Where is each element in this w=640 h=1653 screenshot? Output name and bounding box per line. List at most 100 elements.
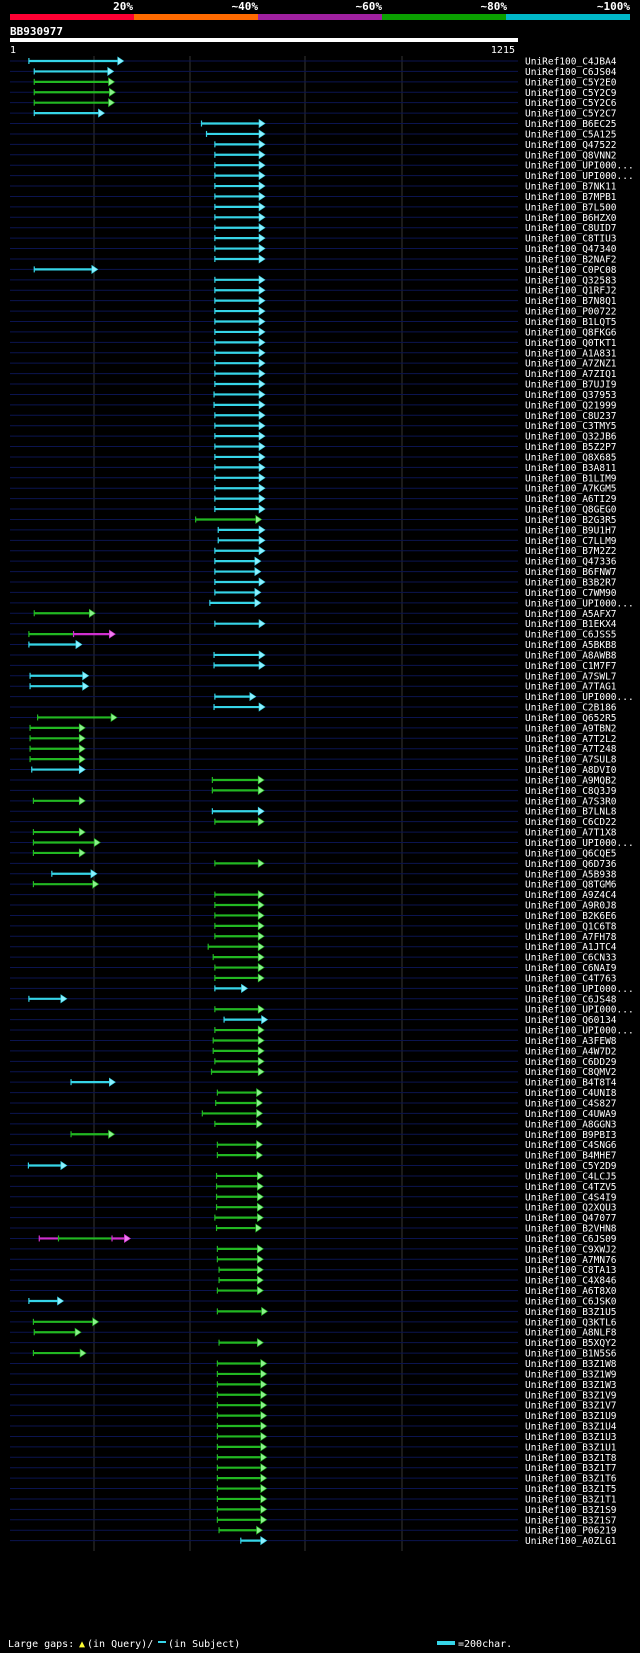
hit-name-link[interactable]: UniRef100_B9PBI3 [525,1130,617,1141]
hit-name-link[interactable]: UniRef100_Q47340 [525,244,617,255]
hit-name-link[interactable]: UniRef100_B4T8T4 [525,1078,617,1089]
hit-name-link[interactable]: UniRef100_Q32JB6 [525,432,617,443]
hit-name-link[interactable]: UniRef100_B3Z1S9 [525,1505,617,1516]
hit-name-link[interactable]: UniRef100_B3Z1S7 [525,1515,617,1526]
hit-name-link[interactable]: UniRef100_A7T1X8 [525,828,617,839]
hit-name-link[interactable]: UniRef100_A5B938 [525,869,617,880]
hit-name-link[interactable]: UniRef100_Q6D736 [525,859,617,870]
hit-name-link[interactable]: UniRef100_Q1C6T8 [525,921,617,932]
hit-name-link[interactable]: UniRef100_C4TZV5 [525,1182,617,1193]
hit-name-link[interactable]: UniRef100_A9Z4C4 [525,890,617,901]
hit-name-link[interactable]: UniRef100_C8UID7 [525,223,617,234]
hit-name-link[interactable]: UniRef100_Q6CQE5 [525,848,617,859]
hit-name-link[interactable]: UniRef100_B3Z1U1 [525,1442,617,1453]
hit-name-link[interactable]: UniRef100_Q60134 [525,1015,617,1026]
hit-name-link[interactable]: UniRef100_UPI000... [525,1005,634,1016]
hit-name-link[interactable]: UniRef100_C6DD29 [525,1057,617,1068]
hit-name-link[interactable]: UniRef100_Q8GEG0 [525,505,617,516]
hit-name-link[interactable]: UniRef100_C6NAI9 [525,963,617,974]
hit-name-link[interactable]: UniRef100_A7SWL7 [525,671,617,682]
hit-name-link[interactable]: UniRef100_B1N5S6 [525,1349,617,1360]
hit-name-link[interactable]: UniRef100_B5Z2P7 [525,442,617,453]
hit-name-link[interactable]: UniRef100_A5BKB8 [525,640,617,651]
hit-name-link[interactable]: UniRef100_B3Z1T1 [525,1494,617,1505]
hit-name-link[interactable]: UniRef100_Q47336 [525,557,617,568]
hit-name-link[interactable]: UniRef100_B4MHE7 [525,1151,617,1162]
hit-name-link[interactable]: UniRef100_C6JSS5 [525,630,617,641]
hit-name-link[interactable]: UniRef100_B7UJI9 [525,380,617,391]
hit-name-link[interactable]: UniRef100_A8NLF8 [525,1328,617,1339]
hit-name-link[interactable]: UniRef100_A7ZNZ1 [525,359,617,370]
hit-name-link[interactable]: UniRef100_Q37953 [525,390,617,401]
hit-name-link[interactable]: UniRef100_B3Z1T8 [525,1453,617,1464]
hit-name-link[interactable]: UniRef100_C6CD22 [525,817,617,828]
hit-name-link[interactable]: UniRef100_C7LLM9 [525,536,617,547]
hit-name-link[interactable]: UniRef100_B7N8Q1 [525,296,617,307]
hit-name-link[interactable]: UniRef100_Q3KTL6 [525,1317,617,1328]
hit-name-link[interactable]: UniRef100_UPI000... [525,598,634,609]
hit-name-link[interactable]: UniRef100_P00722 [525,307,617,318]
hit-name-link[interactable]: UniRef100_C9XWJ2 [525,1244,617,1255]
hit-name-link[interactable]: UniRef100_Q32583 [525,275,617,286]
hit-name-link[interactable]: UniRef100_B3Z1V9 [525,1390,617,1401]
hit-name-link[interactable]: UniRef100_C6JS04 [525,67,617,78]
hit-name-link[interactable]: UniRef100_B6HZX0 [525,213,617,224]
hit-name-link[interactable]: UniRef100_B3Z1T7 [525,1463,617,1474]
hit-name-link[interactable]: UniRef100_B6EC25 [525,119,617,130]
hit-name-link[interactable]: UniRef100_A8DVI0 [525,765,617,776]
hit-name-link[interactable]: UniRef100_C4UNI8 [525,1088,617,1099]
hit-name-link[interactable]: UniRef100_A8AWB8 [525,650,617,661]
hit-name-link[interactable]: UniRef100_UPI000... [525,838,634,849]
hit-name-link[interactable]: UniRef100_UPI000... [525,984,634,995]
hit-name-link[interactable]: UniRef100_C8Q3J9 [525,786,617,797]
hit-name-link[interactable]: UniRef100_A7SUL8 [525,755,617,766]
hit-name-link[interactable]: UniRef100_A6TI29 [525,494,617,505]
hit-name-link[interactable]: UniRef100_Q47077 [525,1213,617,1224]
hit-name-link[interactable]: UniRef100_C5Y2C9 [525,88,617,99]
hit-name-link[interactable]: UniRef100_Q47522 [525,140,617,151]
hit-name-link[interactable]: UniRef100_C8TIU3 [525,234,617,245]
hit-name-link[interactable]: UniRef100_A0ZLG1 [525,1536,617,1547]
hit-name-link[interactable]: UniRef100_A9MQB2 [525,775,617,786]
hit-name-link[interactable]: UniRef100_B7LNL8 [525,807,617,818]
hit-name-link[interactable]: UniRef100_Q8FKG6 [525,327,617,338]
hit-name-link[interactable]: UniRef100_A9R0J8 [525,901,617,912]
hit-name-link[interactable]: UniRef100_B6FNW7 [525,567,617,578]
hit-name-link[interactable]: UniRef100_C4T763 [525,973,617,984]
hit-name-link[interactable]: UniRef100_A7S3R0 [525,796,617,807]
hit-name-link[interactable]: UniRef100_C4S4I9 [525,1192,617,1203]
hit-name-link[interactable]: UniRef100_C4S827 [525,1099,617,1110]
hit-name-link[interactable]: UniRef100_A7T248 [525,744,617,755]
hit-name-link[interactable]: UniRef100_C8QMV2 [525,1067,617,1078]
hit-name-link[interactable]: UniRef100_B1LQT5 [525,317,617,328]
hit-name-link[interactable]: UniRef100_B7NK11 [525,182,617,193]
hit-name-link[interactable]: UniRef100_B9U1H7 [525,525,617,536]
hit-name-link[interactable]: UniRef100_C4X846 [525,1276,617,1287]
hit-name-link[interactable]: UniRef100_B3Z1V7 [525,1401,617,1412]
hit-name-link[interactable]: UniRef100_A1A831 [525,348,617,359]
hit-name-link[interactable]: UniRef100_B7L500 [525,202,617,213]
hit-name-link[interactable]: UniRef100_C4UWA9 [525,1109,617,1120]
hit-name-link[interactable]: UniRef100_B2VHN8 [525,1224,617,1235]
hit-name-link[interactable]: UniRef100_UPI000... [525,171,634,182]
hit-name-link[interactable]: UniRef100_A7T2L2 [525,734,617,745]
hit-name-link[interactable]: UniRef100_UPI000... [525,161,634,172]
hit-name-link[interactable]: UniRef100_C6JS09 [525,1234,617,1245]
hit-name-link[interactable]: UniRef100_C7WM90 [525,588,617,599]
hit-name-link[interactable]: UniRef100_B3Z1W8 [525,1359,617,1370]
hit-name-link[interactable]: UniRef100_C5Y2E0 [525,77,617,88]
hit-name-link[interactable]: UniRef100_A7ZIQ1 [525,369,617,380]
hit-name-link[interactable]: UniRef100_UPI000... [525,692,634,703]
hit-name-link[interactable]: UniRef100_C4LCJ5 [525,1171,617,1182]
hit-name-link[interactable]: UniRef100_Q1RFJ2 [525,286,617,297]
hit-name-link[interactable]: UniRef100_C3TMY5 [525,421,617,432]
hit-name-link[interactable]: UniRef100_A7TAG1 [525,682,617,693]
hit-name-link[interactable]: UniRef100_Q8VNN2 [525,150,617,161]
hit-name-link[interactable]: UniRef100_C5A125 [525,129,617,140]
hit-name-link[interactable]: UniRef100_Q2XQU3 [525,1203,617,1214]
hit-name-link[interactable]: UniRef100_B3Z1T6 [525,1474,617,1485]
hit-name-link[interactable]: UniRef100_Q8TGM6 [525,880,617,891]
hit-name-link[interactable]: UniRef100_B3Z1W3 [525,1380,617,1391]
hit-name-link[interactable]: UniRef100_B5XQY2 [525,1338,617,1349]
hit-name-link[interactable]: UniRef100_C4JBA4 [525,57,617,68]
